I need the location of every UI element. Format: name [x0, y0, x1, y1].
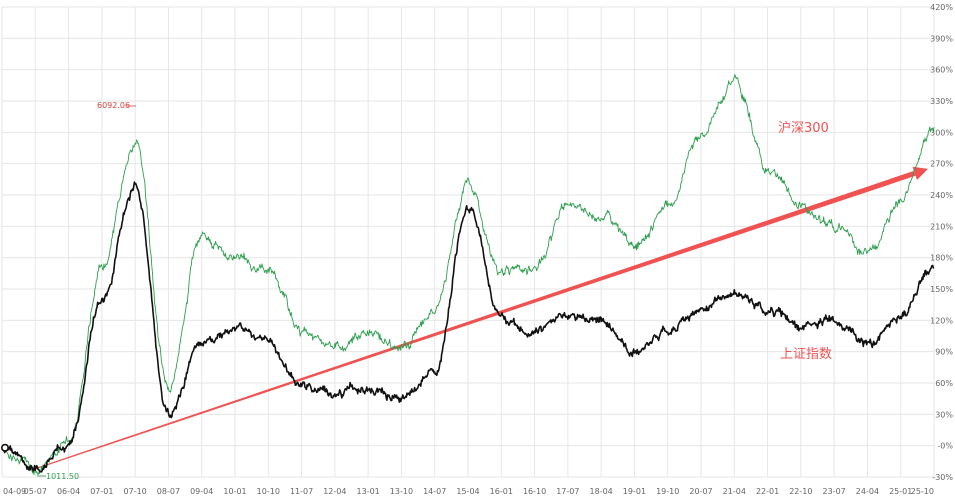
y-tick-label: 180% [930, 254, 953, 263]
y-tick-label: 360% [930, 66, 953, 75]
high-label: 6092.06 [97, 101, 130, 110]
grid [1, 6, 935, 478]
trend-arrow-line [35, 170, 916, 470]
x-tick-label: 07-10 [124, 487, 147, 496]
y-tick-label: 210% [930, 222, 953, 231]
x-tick-label: 14-07 [423, 487, 446, 496]
y-tick-label: 420% [930, 3, 953, 12]
x-tick-label: 04-09 [3, 487, 26, 496]
y-axis: -30% -0% 30% 60% 90% 120% 150% 180% 210% 240% 270%… [930, 3, 953, 482]
start-marker [0, 443, 10, 452]
y-tick-label: 150% [930, 285, 953, 294]
y-tick-label: 120% [930, 316, 953, 325]
x-tick-label: 25-10 [911, 487, 934, 496]
x-tick-label: 21-04 [723, 487, 746, 496]
x-tick-label: 24-04 [856, 487, 879, 496]
x-tick-label: 16-10 [523, 487, 546, 496]
series-group [1, 74, 935, 476]
low-label: 1011.50 [46, 472, 79, 481]
y-tick-label: 270% [930, 160, 953, 169]
trend-arrow [35, 166, 928, 470]
x-tick-label: 19-10 [656, 487, 679, 496]
low-annotation: 1011.50 [37, 472, 79, 481]
y-tick-label: 60% [935, 379, 953, 388]
series-line-sh [1, 181, 935, 473]
y-tick-label: 90% [935, 348, 953, 357]
x-tick-label: 11-07 [290, 487, 313, 496]
x-tick-label: 22-01 [756, 487, 779, 496]
x-tick-label: 16-01 [490, 487, 513, 496]
y-tick-label: 300% [930, 128, 953, 137]
x-tick-label: 25-01 [889, 487, 912, 496]
y-tick-label: 330% [930, 97, 953, 106]
x-tick-label: 15-04 [456, 487, 479, 496]
x-tick-label: 18-04 [590, 487, 613, 496]
x-tick-label: 10-01 [223, 487, 246, 496]
start-marker-icon [0, 443, 10, 452]
x-tick-label: 08-07 [157, 487, 180, 496]
series-label-sh: 上证指数 [780, 347, 832, 362]
x-tick-label: 19-01 [623, 487, 646, 496]
series-line-hs300 [1, 74, 935, 476]
trend-arrow-head [912, 166, 928, 180]
x-tick-label: 20-07 [689, 487, 712, 496]
x-tick-label: 17-07 [556, 487, 579, 496]
x-tick-label: 23-07 [823, 487, 846, 496]
series-label-hs300: 沪深300 [778, 120, 829, 136]
y-tick-label: 390% [930, 34, 953, 43]
y-tick-label: -30% [932, 473, 953, 482]
y-tick-label: 30% [935, 410, 953, 419]
x-tick-label: 05-07 [24, 487, 47, 496]
x-tick-label: 22-10 [789, 487, 812, 496]
x-tick-label: 12-04 [323, 487, 346, 496]
x-tick-label: 10-10 [257, 487, 280, 496]
x-tick-label: 06-04 [57, 487, 80, 496]
x-tick-label: 07-01 [90, 487, 113, 496]
x-tick-label: 09-04 [190, 487, 213, 496]
x-tick-label: 13-01 [357, 487, 380, 496]
x-tick-label: 13-10 [390, 487, 413, 496]
y-tick-label: -0% [937, 442, 953, 451]
high-annotation: 6092.06 [97, 101, 136, 110]
y-tick-label: 240% [930, 191, 953, 200]
